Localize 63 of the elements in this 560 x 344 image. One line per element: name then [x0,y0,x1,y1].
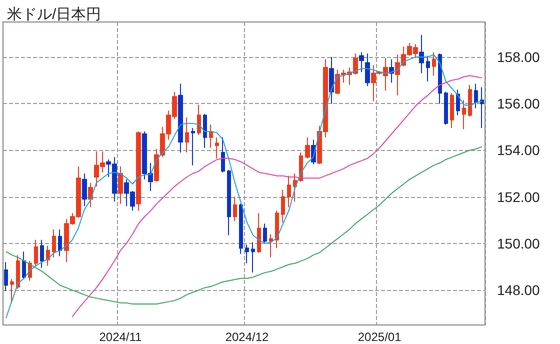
candlestick [305,136,310,159]
candlestick [365,52,370,87]
candlestick [444,91,448,126]
candlestick [34,239,38,266]
candlestick [438,52,442,104]
x-tick-label: 2024/12 [225,330,270,344]
candlestick [281,189,285,223]
candlestick [82,173,87,207]
candlestick [203,114,207,148]
candlestick [450,92,454,129]
line-series [6,146,482,305]
candlestick [462,100,466,130]
candlestick [22,251,26,279]
candlestick [269,234,273,258]
candlestick [185,117,189,154]
candlestick [245,244,249,264]
candlestick [275,210,279,249]
y-tick-label: 152.00 [497,188,540,205]
candlestick [456,89,460,116]
candlestick [52,228,56,258]
candlestick [389,58,394,84]
candlestick [88,182,93,208]
candlestick [329,56,334,104]
candlestick [40,239,44,268]
candlestick [197,104,201,136]
candlestick [191,128,195,166]
line-series [72,75,482,318]
candlestick [46,245,50,266]
candlestick [4,262,8,292]
y-tick-label: 150.00 [497,235,540,252]
y-tick-label: 148.00 [497,282,540,298]
candlestick [227,170,231,236]
candlestick [233,196,237,222]
candlestick [58,228,62,257]
candlestick [209,124,213,148]
candlestick [136,131,141,212]
candlestick [474,83,478,109]
candlestick [154,148,159,182]
candlestick [215,136,219,159]
candlestick [468,84,472,117]
line-series [6,54,482,319]
y-tick-label: 154.00 [497,142,540,158]
y-tick-label: 158.00 [497,48,540,65]
candlestick [359,52,364,73]
candlestick [287,175,291,208]
candlestick [293,173,297,202]
candlestick [10,278,14,304]
candlestick [419,34,424,74]
y-tick-label: 156.00 [497,96,540,112]
candlestick [263,223,267,244]
candlestick [239,203,243,254]
candlestick [178,83,183,154]
x-tick-label: 2025/01 [358,330,402,344]
candlestick [16,254,20,290]
candlestick [118,166,123,204]
candlestick [480,86,484,129]
candlestick [251,242,255,274]
candlestick [257,212,261,254]
chart-title: 米ドル/日本円 [7,6,102,23]
x-tick-label: 2024/11 [99,330,142,344]
candlestick [432,52,436,76]
candlestick [221,136,225,173]
candlestick [426,55,430,82]
